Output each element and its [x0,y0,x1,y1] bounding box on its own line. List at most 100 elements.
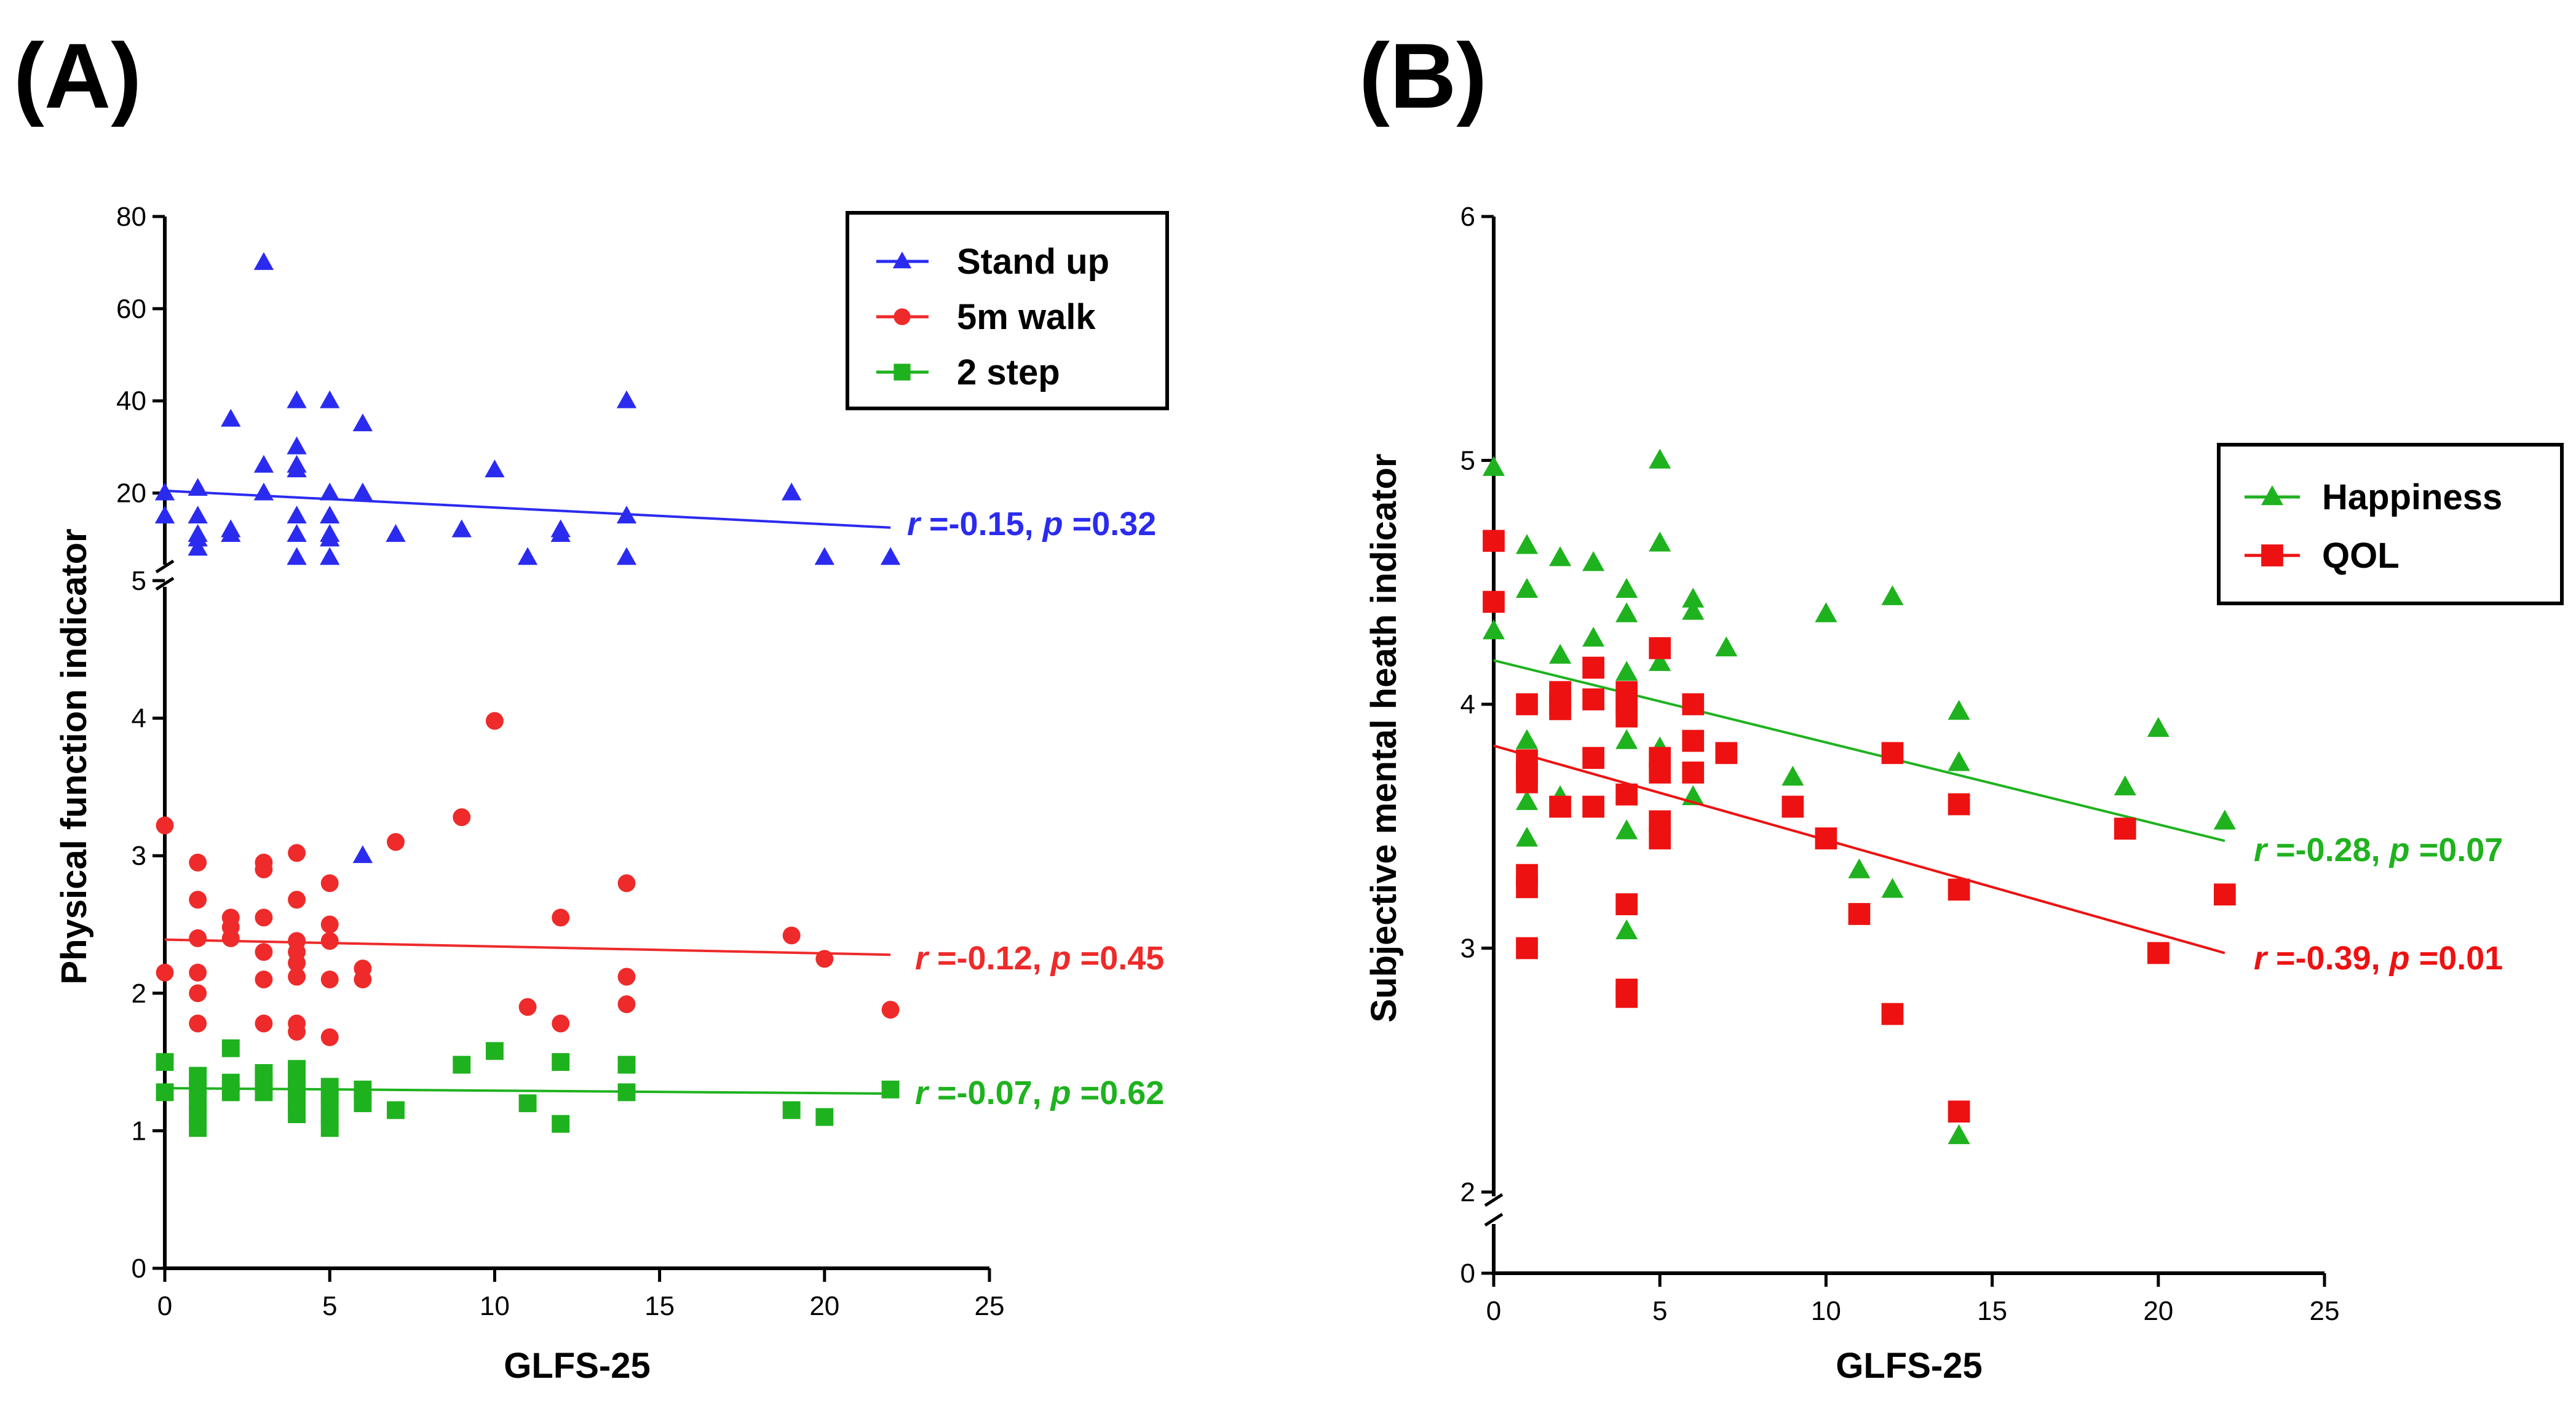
5m-walk-point [189,929,207,947]
5m-walk-point [320,915,339,934]
happiness-point [1549,643,1572,664]
x-tick-label: 5 [322,1291,337,1321]
y-tick-label: 1 [132,1116,146,1146]
y-tick-label: 6 [1460,202,1475,232]
y-tick-label: 80 [116,202,146,232]
2-step-point [518,1094,537,1113]
5m-walk-point [255,970,273,988]
5m-walk-point [881,1001,900,1019]
5m-walk-point [255,943,273,961]
stand-up-point [188,506,208,523]
legend-label-happiness: Happiness [2322,477,2502,517]
2-step-correlation-label: r =-0.07, p =0.62 [915,1075,1164,1111]
5m-walk-correlation-label: r =-0.12, p =0.45 [915,940,1164,977]
x-axis-title: GLFS-25 [504,1346,651,1386]
2-step-point [617,1055,636,1074]
axis-break-mark [155,576,175,591]
legend-label-2-step: 2 step [957,352,1060,392]
stand-up-point [287,524,307,542]
qol-point [1615,705,1638,728]
legend-marker [894,364,911,381]
y-tick-label: 4 [1460,690,1475,720]
happiness-point [1615,661,1638,681]
stand-up-point [188,528,208,547]
stand-up-point [287,459,307,478]
happiness-point [1482,456,1505,476]
x-tick-label: 0 [1486,1296,1501,1326]
stand-up-point [320,482,340,501]
qol-point [1615,893,1638,915]
legend-marker [894,308,911,325]
qol-point [1715,742,1738,765]
5m-walk-point [552,908,570,927]
qol-point [1881,1003,1904,1025]
happiness-point [1715,636,1738,657]
happiness-point [1615,919,1638,940]
qol-point [1881,742,1904,765]
axis-break-mark [1484,1193,1504,1207]
2-step-point [320,1119,339,1137]
2-step-point [255,1083,273,1102]
2-step-point [815,1108,834,1126]
5m-walk-fit-line [164,938,891,956]
qol-point [1582,747,1604,769]
legend-marker [2261,544,2283,566]
stand-up-point [814,547,834,565]
happiness-point [1649,651,1671,671]
y-tick-label: 3 [1460,934,1475,964]
y-tick-label: 60 [116,294,146,324]
5m-walk-point [617,874,636,892]
y-tick-label: 0 [132,1254,146,1284]
5m-walk-point [189,891,207,909]
stand-up-point [352,845,373,864]
2-step-point [552,1053,570,1071]
stand-up-point [287,390,307,408]
stand-up-point [188,538,208,556]
stand-up-point [221,524,241,542]
happiness-point [1948,1124,1970,1145]
happiness-point [1948,751,1970,771]
legend-box [2217,443,2564,605]
5m-walk-point [156,816,174,835]
stand-up-fit-line [164,489,891,529]
5m-walk-point [255,1014,273,1033]
5m-walk-point [617,968,636,986]
5m-walk-point [782,926,801,945]
series-2-step: r =-0.07, p =0.62 [156,1039,1164,1137]
qol-point [1516,937,1538,960]
2-step-point [189,1119,207,1137]
2-step-point [156,1083,174,1102]
5m-walk-point [320,1028,339,1046]
happiness-point [1615,578,1638,598]
x-tick-label: 10 [480,1291,510,1321]
qol-point [1516,771,1538,793]
stand-up-point [287,436,307,455]
happiness-point [1649,531,1671,552]
x-axis-title: GLFS-25 [1836,1346,1983,1386]
legend: Happiness QOL [2217,443,2564,605]
y-tick-label: 2 [1460,1177,1475,1207]
x-tick-label: 25 [975,1291,1005,1321]
stand-up-point [616,547,637,565]
happiness-correlation-label: r =-0.28, p =0.07 [2254,832,2503,868]
stand-up-point [451,519,472,538]
qol-point [1549,795,1571,818]
happiness-point [2114,775,2136,796]
stand-up-point [154,506,175,523]
qol-point [1516,876,1538,899]
qol-point [1948,878,1970,901]
legend-label-stand-up: Stand up [957,242,1109,282]
happiness-point [1515,790,1539,810]
stand-up-point [485,459,505,478]
happiness-point [1948,699,1970,720]
y-tick-label: 3 [132,841,146,871]
happiness-point [1515,578,1539,598]
stand-up-correlation-label: r =-0.15, p =0.32 [907,506,1156,543]
5m-walk-point [354,970,372,988]
x-tick-label: 10 [1811,1296,1841,1326]
stand-up-point [253,252,274,270]
qol-point [1549,698,1571,720]
happiness-point [1515,534,1539,554]
5m-walk-point [156,963,174,982]
